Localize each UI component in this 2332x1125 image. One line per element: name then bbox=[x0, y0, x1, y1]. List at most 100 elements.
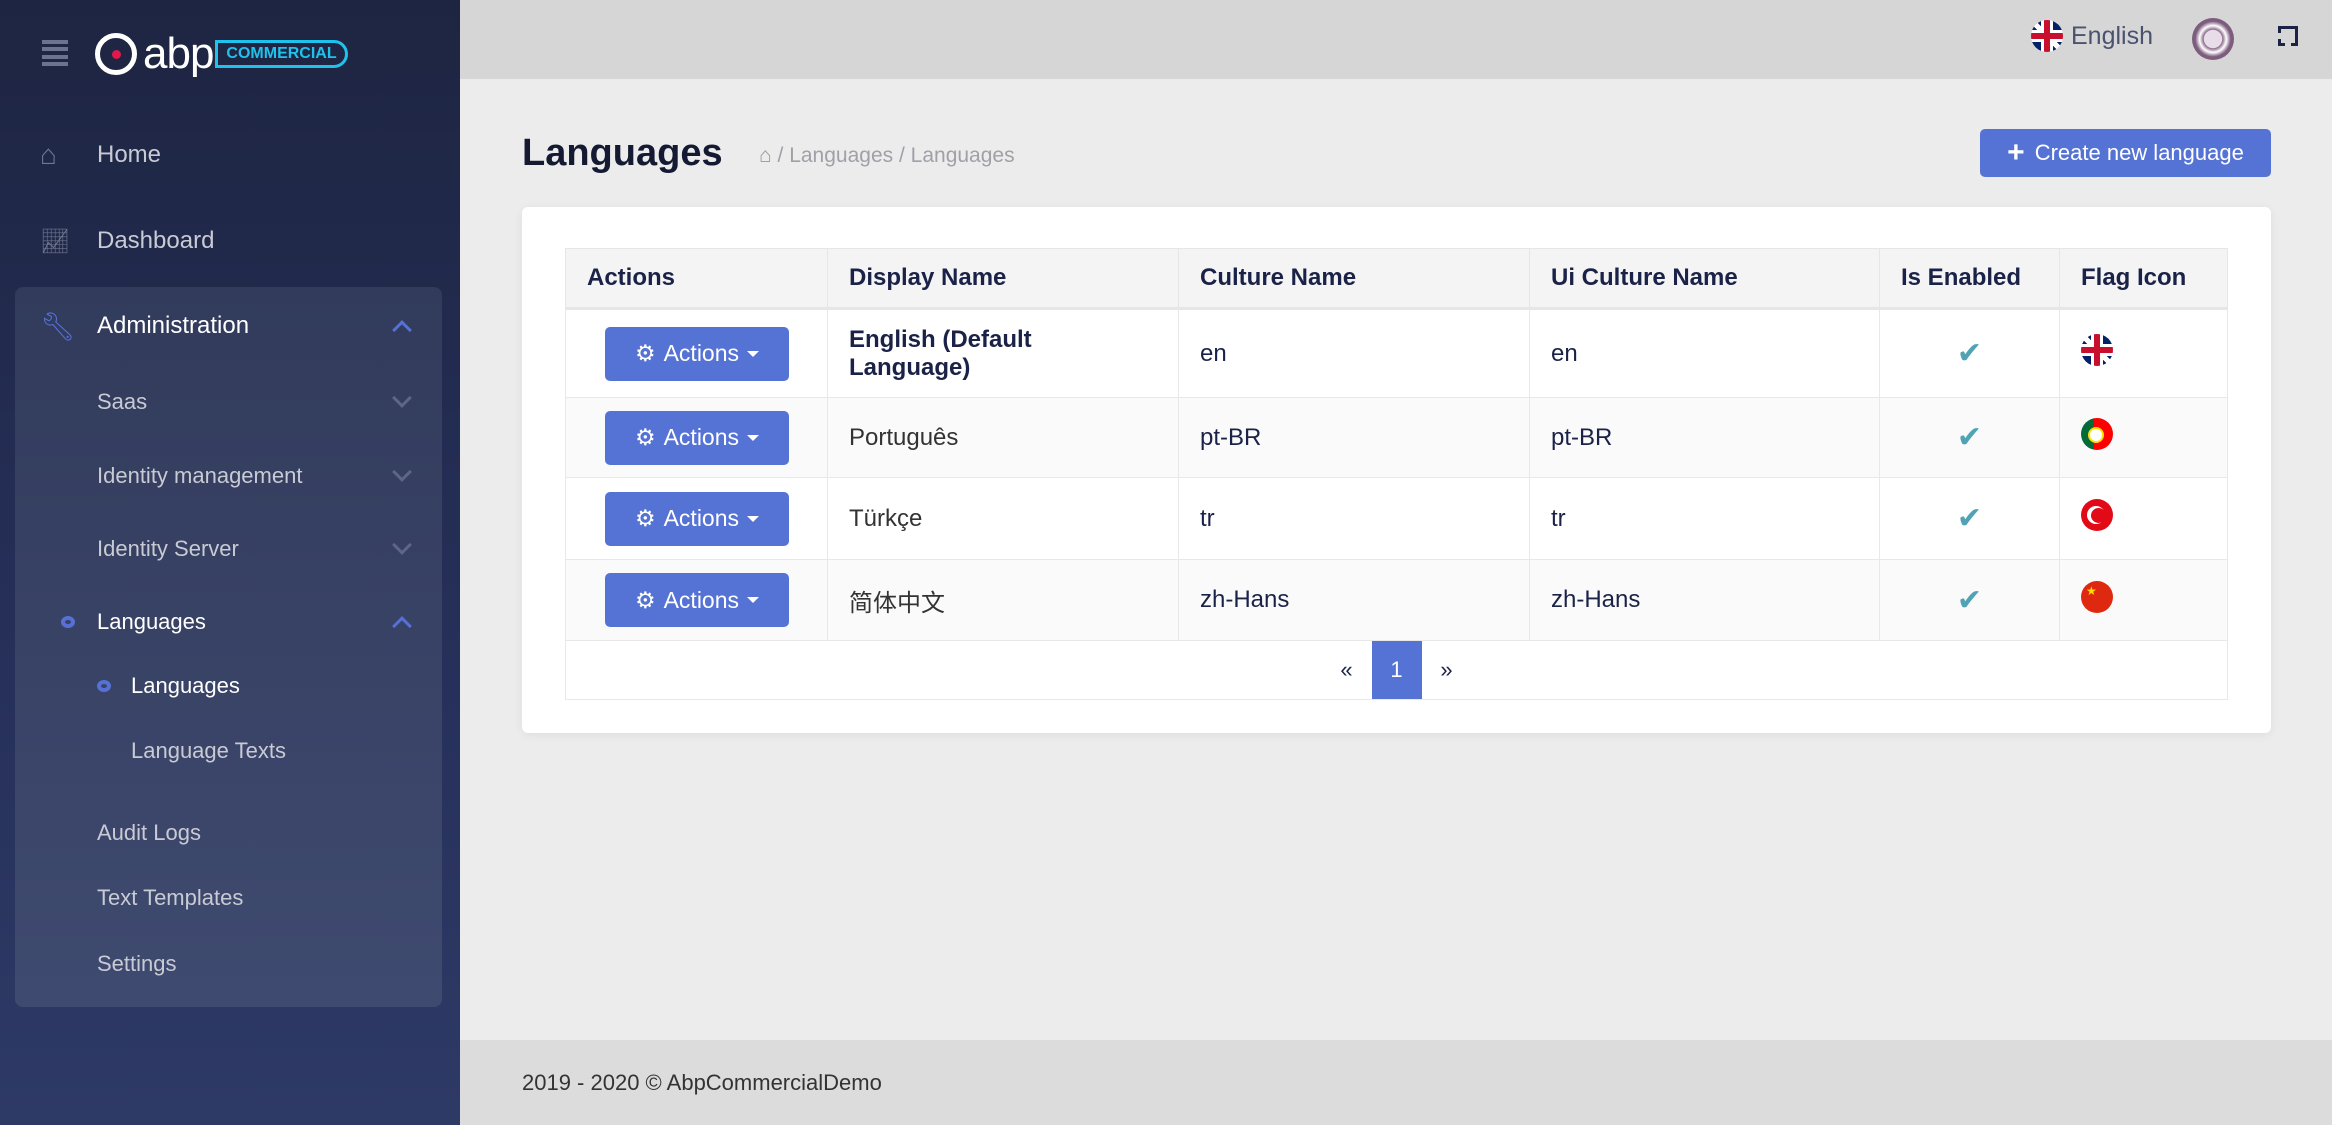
gear-icon: ⚙ bbox=[634, 340, 656, 366]
sidebar-item-dashboard[interactable]: 📈︎ Dashboard bbox=[0, 226, 460, 256]
ui-culture-name-cell: pt-BR bbox=[1529, 397, 1880, 478]
actions-cell: ⚙ Actions bbox=[565, 559, 828, 641]
actions-label: Actions bbox=[663, 586, 740, 613]
flag-cell bbox=[2059, 397, 2228, 478]
language-selector[interactable]: English bbox=[2031, 20, 2153, 52]
sidebar-item-label: Languages bbox=[131, 673, 240, 698]
administration-group bbox=[15, 287, 442, 1007]
footer: 2019 - 2020 © AbpCommercialDemo bbox=[460, 1040, 2332, 1125]
language-label: English bbox=[2071, 21, 2153, 50]
gb-flag-icon bbox=[2081, 334, 2113, 366]
actions-cell: ⚙ Actions bbox=[565, 397, 828, 478]
gear-icon: ⚙ bbox=[634, 586, 656, 613]
table-row: ⚙ Actions English (Default Language) en e… bbox=[565, 308, 2228, 398]
sidebar-item-label: Home bbox=[97, 141, 162, 168]
sidebar-item-identity-server[interactable]: Identity Server bbox=[0, 534, 460, 564]
flag-cell bbox=[2059, 308, 2228, 398]
sidebar-item-saas[interactable]: Saas bbox=[0, 387, 460, 417]
actions-label: Actions bbox=[663, 424, 740, 450]
culture-name-cell: zh-Hans bbox=[1178, 559, 1530, 641]
table-row: ⚙ Actions 简体中文 zh-Hans zh-Hans ✔ ★ bbox=[565, 559, 2228, 641]
pagination-next[interactable]: » bbox=[1440, 657, 1453, 682]
actions-dropdown-button[interactable]: ⚙ Actions bbox=[605, 573, 789, 627]
sidebar-item-label: Administration bbox=[97, 312, 250, 339]
sidebar-item-settings[interactable]: Settings bbox=[0, 949, 460, 979]
pagination-prev[interactable]: « bbox=[1340, 657, 1353, 682]
pagination-page[interactable]: 1 bbox=[1371, 641, 1422, 699]
sidebar-item-administration[interactable]: 🔧︎ Administration bbox=[0, 310, 460, 342]
menu-toggle-icon[interactable] bbox=[42, 40, 68, 66]
ui-culture-name-cell: en bbox=[1529, 308, 1880, 398]
flag-cell: ★ bbox=[2059, 559, 2228, 641]
sidebar-item-languages-group[interactable]: Languages bbox=[0, 607, 460, 637]
create-language-button[interactable]: + Create new language bbox=[1980, 129, 2271, 177]
check-icon: ✔ bbox=[1879, 477, 2060, 560]
sidebar-item-audit-logs[interactable]: Audit Logs bbox=[0, 818, 460, 848]
sidebar-item-language-texts[interactable]: Language Texts bbox=[0, 736, 460, 766]
column-header-display-name[interactable]: Display Name bbox=[827, 248, 1179, 310]
ui-culture-name-cell: tr bbox=[1529, 477, 1880, 560]
actions-cell: ⚙ Actions bbox=[565, 308, 828, 398]
check-icon: ✔ bbox=[1879, 308, 2060, 398]
caret-down-icon bbox=[747, 434, 760, 441]
home-icon[interactable]: ⌂ bbox=[759, 144, 772, 167]
ui-culture-name-cell: zh-Hans bbox=[1529, 559, 1880, 641]
logo[interactable]: abp COMMERCIAL bbox=[95, 32, 348, 76]
languages-table: Actions Display Name Culture Name Ui Cul… bbox=[565, 248, 2228, 700]
display-name-cell: English (Default Language) bbox=[827, 308, 1179, 398]
actions-dropdown-button[interactable]: ⚙ Actions bbox=[605, 491, 789, 546]
sidebar-item-label: Dashboard bbox=[97, 227, 215, 254]
sidebar-item-home[interactable]: ⌂ Home bbox=[0, 139, 460, 170]
actions-dropdown-button[interactable]: ⚙ Actions bbox=[605, 410, 789, 465]
topbar bbox=[460, 0, 2332, 79]
sidebar-item-identity-management[interactable]: Identity management bbox=[0, 461, 460, 491]
circle-icon bbox=[97, 680, 111, 692]
wrench-icon: 🔧︎ bbox=[40, 310, 76, 342]
column-header-flag-icon[interactable]: Flag Icon bbox=[2059, 248, 2228, 310]
actions-label: Actions bbox=[663, 505, 740, 531]
sidebar-item-label: Identity management bbox=[97, 463, 303, 488]
create-language-label: Create new language bbox=[2034, 140, 2244, 165]
languages-card: Actions Display Name Culture Name Ui Cul… bbox=[522, 207, 2271, 733]
sidebar-item-label: Languages bbox=[97, 609, 206, 634]
breadcrumb: ⌂ / Languages / Languages bbox=[759, 144, 1015, 167]
caret-down-icon bbox=[747, 515, 760, 522]
home-icon: ⌂ bbox=[40, 139, 57, 170]
user-avatar[interactable] bbox=[2192, 18, 2234, 60]
culture-name-cell: pt-BR bbox=[1178, 397, 1530, 478]
sidebar-item-text-templates[interactable]: Text Templates bbox=[0, 883, 460, 913]
column-header-ui-culture-name[interactable]: Ui Culture Name bbox=[1529, 248, 1880, 310]
pt-flag-icon bbox=[2081, 418, 2113, 450]
table-row: ⚙ Actions Português pt-BR pt-BR ✔ bbox=[565, 397, 2228, 478]
logo-badge: COMMERCIAL bbox=[215, 40, 348, 68]
actions-dropdown-button[interactable]: ⚙ Actions bbox=[605, 326, 789, 381]
gear-icon: ⚙ bbox=[634, 505, 656, 531]
sidebar-item-label: Audit Logs bbox=[97, 820, 201, 845]
chevron-down-icon bbox=[392, 535, 412, 555]
plus-icon: + bbox=[2007, 136, 2025, 169]
pagination: « 1 » bbox=[1322, 641, 1472, 699]
chevron-up-icon bbox=[392, 616, 412, 636]
chart-line-icon: 📈︎ bbox=[40, 227, 71, 255]
page-title: Languages bbox=[522, 132, 723, 174]
sidebar: abp COMMERCIAL ⌂ Home 📈︎ Dashboard 🔧︎ Ad… bbox=[0, 0, 460, 1125]
chevron-down-icon bbox=[392, 462, 412, 482]
sidebar-item-label: Settings bbox=[97, 951, 177, 976]
uk-flag-icon bbox=[2031, 20, 2063, 52]
display-name-cell: Türkçe bbox=[827, 477, 1179, 560]
caret-down-icon bbox=[747, 597, 760, 603]
sidebar-item-label: Language Texts bbox=[131, 738, 286, 763]
logo-text: abp bbox=[143, 29, 214, 78]
abp-logo-icon bbox=[95, 33, 137, 75]
cn-flag-icon: ★ bbox=[2081, 580, 2113, 613]
column-header-culture-name[interactable]: Culture Name bbox=[1178, 248, 1530, 310]
table-row: ⚙ Actions Türkçe tr tr ✔ bbox=[565, 477, 2228, 560]
gear-icon: ⚙ bbox=[634, 424, 656, 450]
column-header-is-enabled[interactable]: Is Enabled bbox=[1879, 248, 2060, 310]
actions-label: Actions bbox=[663, 340, 740, 366]
breadcrumb-item: Languages bbox=[789, 144, 894, 167]
check-icon: ✔ bbox=[1879, 397, 2060, 478]
sidebar-item-label: Text Templates bbox=[97, 885, 244, 910]
column-header-actions: Actions bbox=[565, 248, 828, 310]
sidebar-item-languages[interactable]: Languages bbox=[0, 671, 460, 701]
